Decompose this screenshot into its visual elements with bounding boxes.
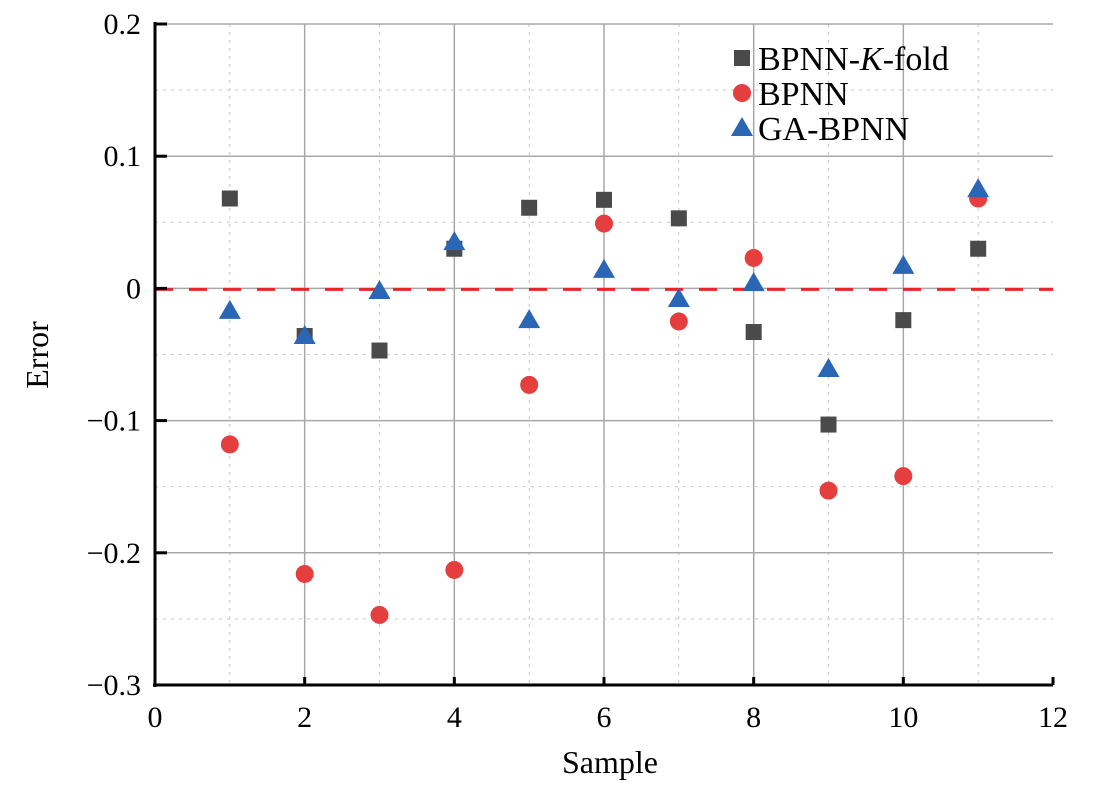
circle-point	[370, 605, 389, 624]
circle-point	[220, 435, 239, 454]
x-tick-label: 12	[1038, 701, 1068, 734]
legend-label: BPNN-K-fold	[758, 41, 949, 78]
circle-point	[445, 560, 464, 579]
circle-point	[520, 375, 539, 394]
y-tick-label: −0.1	[87, 405, 141, 438]
circle-point	[744, 248, 763, 267]
square-point	[820, 416, 837, 433]
triangle-point	[218, 299, 241, 319]
grid	[155, 23, 1053, 685]
square-point	[596, 191, 612, 208]
circle-point	[894, 467, 913, 486]
square-point	[895, 312, 912, 329]
square-point	[670, 210, 687, 227]
x-tick-label: 6	[597, 701, 612, 734]
triangle-point	[293, 324, 316, 344]
triangle-point	[518, 309, 541, 329]
x-tick-label: 4	[447, 701, 462, 734]
square-point	[745, 324, 762, 341]
x-axis-label: Sample	[562, 744, 658, 780]
y-tick-label: 0	[126, 272, 141, 305]
triangle-point	[593, 258, 615, 278]
y-tick-label: −0.2	[87, 537, 141, 570]
triangle-point	[817, 358, 840, 378]
tick-labels: 0 2 4 6 8 10 12 0.2 0.1 0 −0.1 −0.2 −0.3	[87, 8, 1068, 734]
circle-point	[669, 312, 688, 331]
triangle-point	[742, 272, 765, 292]
square-point	[371, 342, 388, 359]
series-triangle	[218, 178, 990, 378]
triangle-point	[892, 254, 915, 274]
y-tick-label: 0.1	[104, 140, 142, 173]
triangle-point	[443, 231, 466, 251]
legend-triangle-marker	[731, 117, 753, 136]
circle-point	[595, 214, 613, 233]
triangle-point	[667, 287, 690, 307]
y-tick-label: 0.2	[104, 8, 142, 41]
legend-circle-marker	[733, 84, 751, 102]
legend-square-marker	[734, 50, 750, 66]
y-axis-label: Error	[19, 321, 55, 389]
y-tick-label: −0.3	[87, 669, 141, 702]
square-point	[521, 199, 538, 216]
x-tick-label: 8	[746, 701, 761, 734]
triangle-point	[368, 280, 391, 300]
x-tick-label: 0	[148, 701, 163, 734]
circle-point	[295, 564, 314, 583]
x-tick-label: 10	[888, 701, 918, 734]
legend-label: GA-BPNN	[758, 111, 909, 148]
circle-point	[819, 481, 838, 500]
data-points	[218, 178, 990, 624]
axes	[153, 22, 1055, 687]
legend-label: BPNN	[758, 76, 849, 113]
x-tick-label: 2	[297, 701, 312, 734]
square-point	[221, 190, 238, 207]
triangle-point	[967, 178, 990, 198]
square-point	[970, 240, 987, 257]
